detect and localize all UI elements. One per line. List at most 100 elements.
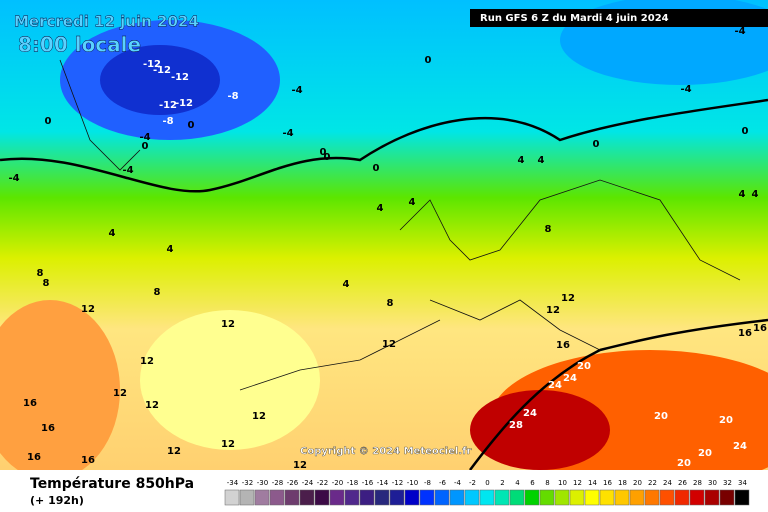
scale-label: -16 [362,479,374,487]
scale-label: -10 [407,479,418,487]
lead-time: (+ 192h) [30,494,84,507]
cold-core [100,45,220,115]
run: Run GFS 6 Z du Mardi 4 juin 2024 [480,13,669,24]
date: Mercredi 12 juin 2024 [14,13,199,31]
contour-label: 0 [324,152,331,163]
scale-swatch [374,489,390,506]
contour-label: 16 [753,323,767,334]
scale-swatch [689,489,705,506]
contour-label: 16 [27,452,41,463]
contour-label: 20 [698,448,712,459]
contour-label: 16 [738,328,752,339]
scale-label: -18 [347,479,358,487]
scale-swatch [404,489,420,506]
scale-label: 16 [603,479,612,487]
contour-label: 12 [546,305,560,316]
contour-label: 4 [409,197,416,208]
contour-label: 24 [733,441,747,452]
contour-label: 8 [387,298,394,309]
contour-label: 4 [739,189,746,200]
contour-label: 24 [523,408,537,419]
contour-label: 20 [577,361,591,372]
coastline [59,59,741,391]
zero-isotherm [0,98,768,193]
scale-swatch [314,489,330,506]
map [0,0,768,490]
contour-label: 12 [561,293,575,304]
scale-swatch [494,489,510,506]
contour-label: 4 [343,279,350,290]
scale-swatch [554,489,570,506]
scale-label: 20 [633,479,642,487]
contour-label: 12 [382,339,396,350]
contour-label: 12 [221,319,235,330]
scale-label: 26 [678,479,687,487]
scale-swatch [284,489,300,506]
scale-swatch [464,489,480,506]
contour-label: 0 [45,116,52,127]
scale-swatch [359,489,375,506]
contour-label: -8 [227,91,238,102]
contour-label: 0 [373,163,380,174]
contour-label: -12 [159,100,177,111]
warm-area [140,310,320,450]
scale-swatch [659,489,675,506]
scale-label: -14 [377,479,389,487]
contour-label: 12 [221,439,235,450]
scale-label: 14 [588,479,597,487]
scale-label: 22 [648,479,657,487]
time: 8:00 locale [18,33,141,57]
contour-label: 28 [509,420,523,431]
contour-label: -12 [143,59,161,70]
scale-label: -6 [439,479,447,487]
scale-swatch [299,489,315,506]
scale-label: 24 [663,479,672,487]
scale-swatch [569,489,585,506]
hot-core [470,390,610,470]
scale-label: -30 [257,479,268,487]
contour-label: 0 [425,55,432,66]
scale-swatch [509,489,525,506]
scale-swatch [344,489,360,506]
warm-area [0,300,120,480]
copyright: Copyright © 2024 Meteociel.fr [300,446,471,457]
contour-label: 4 [377,203,384,214]
scale-label: 28 [693,479,702,487]
scale-label: 0 [485,479,489,487]
scale-label: -28 [272,479,283,487]
scale-swatch [719,489,735,506]
contour-label: 8 [545,224,552,235]
contour-label: -4 [291,85,302,96]
contour-label: -12 [175,98,193,109]
contour-label: -4 [734,26,745,37]
scale-label: -4 [454,479,462,487]
scale-label: 2 [500,479,504,487]
contour-label: 12 [293,460,307,471]
contour-label: 16 [41,423,55,434]
contour-label: 24 [548,380,562,391]
contour-label: 4 [518,155,525,166]
scale-label: -32 [242,479,253,487]
scale-swatch [419,489,435,506]
contour-label: -4 [122,165,133,176]
scale-swatch [479,489,495,506]
scale-swatch [329,489,345,506]
scale-label: -22 [317,479,328,487]
contour-label: 0 [142,141,149,152]
color-scale: -34 -32 -30 -28 -26 -24 -22 -20 -18 -16 -14 -12 -10-… [224,479,750,506]
scale-label: 32 [723,479,732,487]
scale-swatch [674,489,690,506]
contour-label: 8 [154,287,161,298]
scale-label: -34 [227,479,239,487]
contour-label: 16 [556,340,570,351]
contour-label: -4 [680,84,691,95]
scale-label: -26 [287,479,299,487]
scale-label: -20 [332,479,343,487]
contour-label: 0 [188,120,195,131]
scale-swatch [239,489,255,506]
scale-label: 6 [530,479,535,487]
contour-label: 12 [145,400,159,411]
contour-label: 4 [167,244,174,255]
scale-swatch [584,489,600,506]
